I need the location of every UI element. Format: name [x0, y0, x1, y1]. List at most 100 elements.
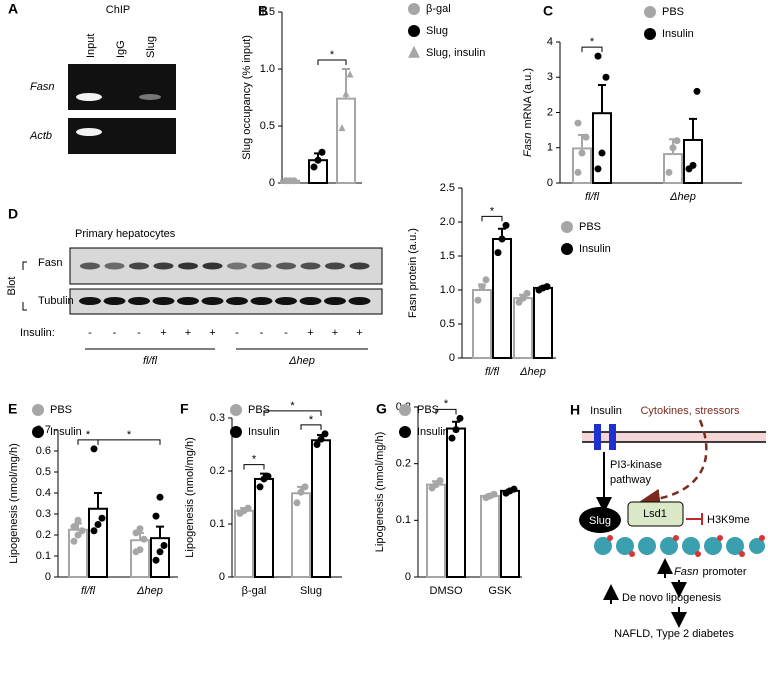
chart: B 0 0.5 1.0 1.5 Slug occupancy (% input) β-gal… [241, 3, 485, 189]
legend-marker [230, 426, 242, 438]
bar [336, 97, 356, 184]
legend-label: PBS [662, 6, 684, 18]
blot-band [226, 297, 248, 305]
legend-label: PBS [417, 404, 439, 416]
group-label: fl/fl [143, 355, 158, 367]
point [94, 521, 102, 528]
x-tick-label: Slug [300, 585, 322, 597]
point [523, 289, 531, 297]
point [90, 527, 98, 535]
point [578, 149, 586, 157]
blot-bands [79, 262, 371, 305]
significance-bracket [481, 215, 503, 222]
insulin-label: Insulin: [20, 327, 55, 339]
arrow [640, 419, 708, 509]
panel-a: A ChIP Input IgG Slug Fasn Actb [8, 1, 176, 154]
significance-label: * [252, 454, 257, 466]
blot-title: Primary hepatocytes [75, 228, 176, 240]
point [689, 161, 697, 169]
y-tick-label: 0.1 [210, 518, 225, 530]
y-tick-label: 1.5 [440, 250, 455, 262]
y-axis-label-part: Fasn [522, 133, 534, 157]
error-bar [94, 492, 102, 509]
bar [533, 286, 553, 359]
error-bar [689, 117, 697, 140]
y-axis-label: Lipogenesis (nmol/mg/h) [374, 432, 386, 552]
y-tick-label: 0 [45, 571, 51, 583]
bar [426, 483, 446, 578]
legend-marker [644, 28, 656, 40]
legend-label: Slug, insulin [426, 47, 485, 59]
blot-band [349, 262, 370, 270]
panel-letter: E [8, 401, 17, 417]
bar [513, 297, 533, 360]
chart: 0 0.5 1.0 1.5 2.0 2.5 Fasn protein (a.u.) fl/fl… [407, 182, 611, 378]
bar [663, 153, 683, 185]
y-tick-label: 0.6 [36, 445, 51, 457]
label: Insulin [590, 405, 622, 417]
panel-letter: G [376, 401, 387, 417]
y-tick-label: 0.4 [36, 487, 51, 499]
label: Cytokines, stressors [640, 405, 740, 417]
label: Slug [589, 515, 611, 527]
point [297, 488, 305, 496]
significance-label: * [330, 49, 335, 61]
y-axis-label: Lipogenesis (nmol/mg/h) [184, 437, 196, 557]
slug-node [579, 507, 621, 533]
point [494, 249, 502, 257]
blot-band [348, 297, 371, 305]
legend-marker [408, 25, 420, 37]
legend-marker [644, 6, 656, 18]
gel-band [139, 94, 161, 100]
blot-band [325, 262, 345, 270]
bar [683, 138, 703, 184]
point [543, 283, 551, 291]
point [519, 294, 527, 302]
y-tick-label: 1.5 [260, 6, 275, 18]
membrane [582, 432, 766, 442]
bar [311, 439, 331, 579]
legend-marker [32, 426, 44, 438]
significance-bracket [97, 439, 161, 445]
y-tick-label: 2 [547, 106, 553, 118]
blot-band [103, 297, 126, 305]
point [574, 119, 582, 127]
error-bar [156, 525, 164, 539]
y-tick-label: 1.0 [260, 63, 275, 75]
panel-letter: H [570, 402, 580, 418]
significance-bracket [300, 424, 322, 430]
significance-bracket [263, 410, 322, 416]
point [448, 434, 456, 442]
chart: E00.10.20.30.40.50.60.7Lipogenesis (nmol… [8, 401, 178, 597]
significance-bracket [581, 46, 603, 53]
row-label: Fasn [38, 257, 62, 269]
insulin-sign: - [284, 327, 288, 339]
receptor [609, 424, 616, 450]
point [70, 537, 78, 545]
chart: F 0 0.1 0.2 0.3 Lipogenesis (nmol/mg/h) β-gal S… [180, 400, 342, 597]
blot-band [202, 262, 223, 270]
gel [68, 64, 176, 110]
blot-band [152, 297, 175, 305]
bar [130, 539, 150, 578]
panel-letter: A [8, 1, 18, 17]
point [594, 52, 602, 60]
point [498, 235, 506, 243]
x-tick-label: DMSO [430, 585, 463, 597]
legend-marker [561, 221, 573, 233]
point [152, 556, 160, 564]
insulin-sign: + [185, 327, 191, 339]
blot-band [104, 262, 125, 270]
legend-marker [408, 45, 420, 58]
label: NAFLD, Type 2 diabetes [614, 628, 734, 640]
blot-band [324, 297, 346, 305]
significance-label: * [309, 414, 314, 426]
blot-label: Blot [6, 277, 18, 296]
point [665, 168, 673, 176]
significance-bracket [435, 408, 457, 415]
y-tick-label: 0 [405, 571, 411, 583]
legend-label: Insulin [50, 426, 82, 438]
y-tick-label: 0 [219, 571, 225, 583]
